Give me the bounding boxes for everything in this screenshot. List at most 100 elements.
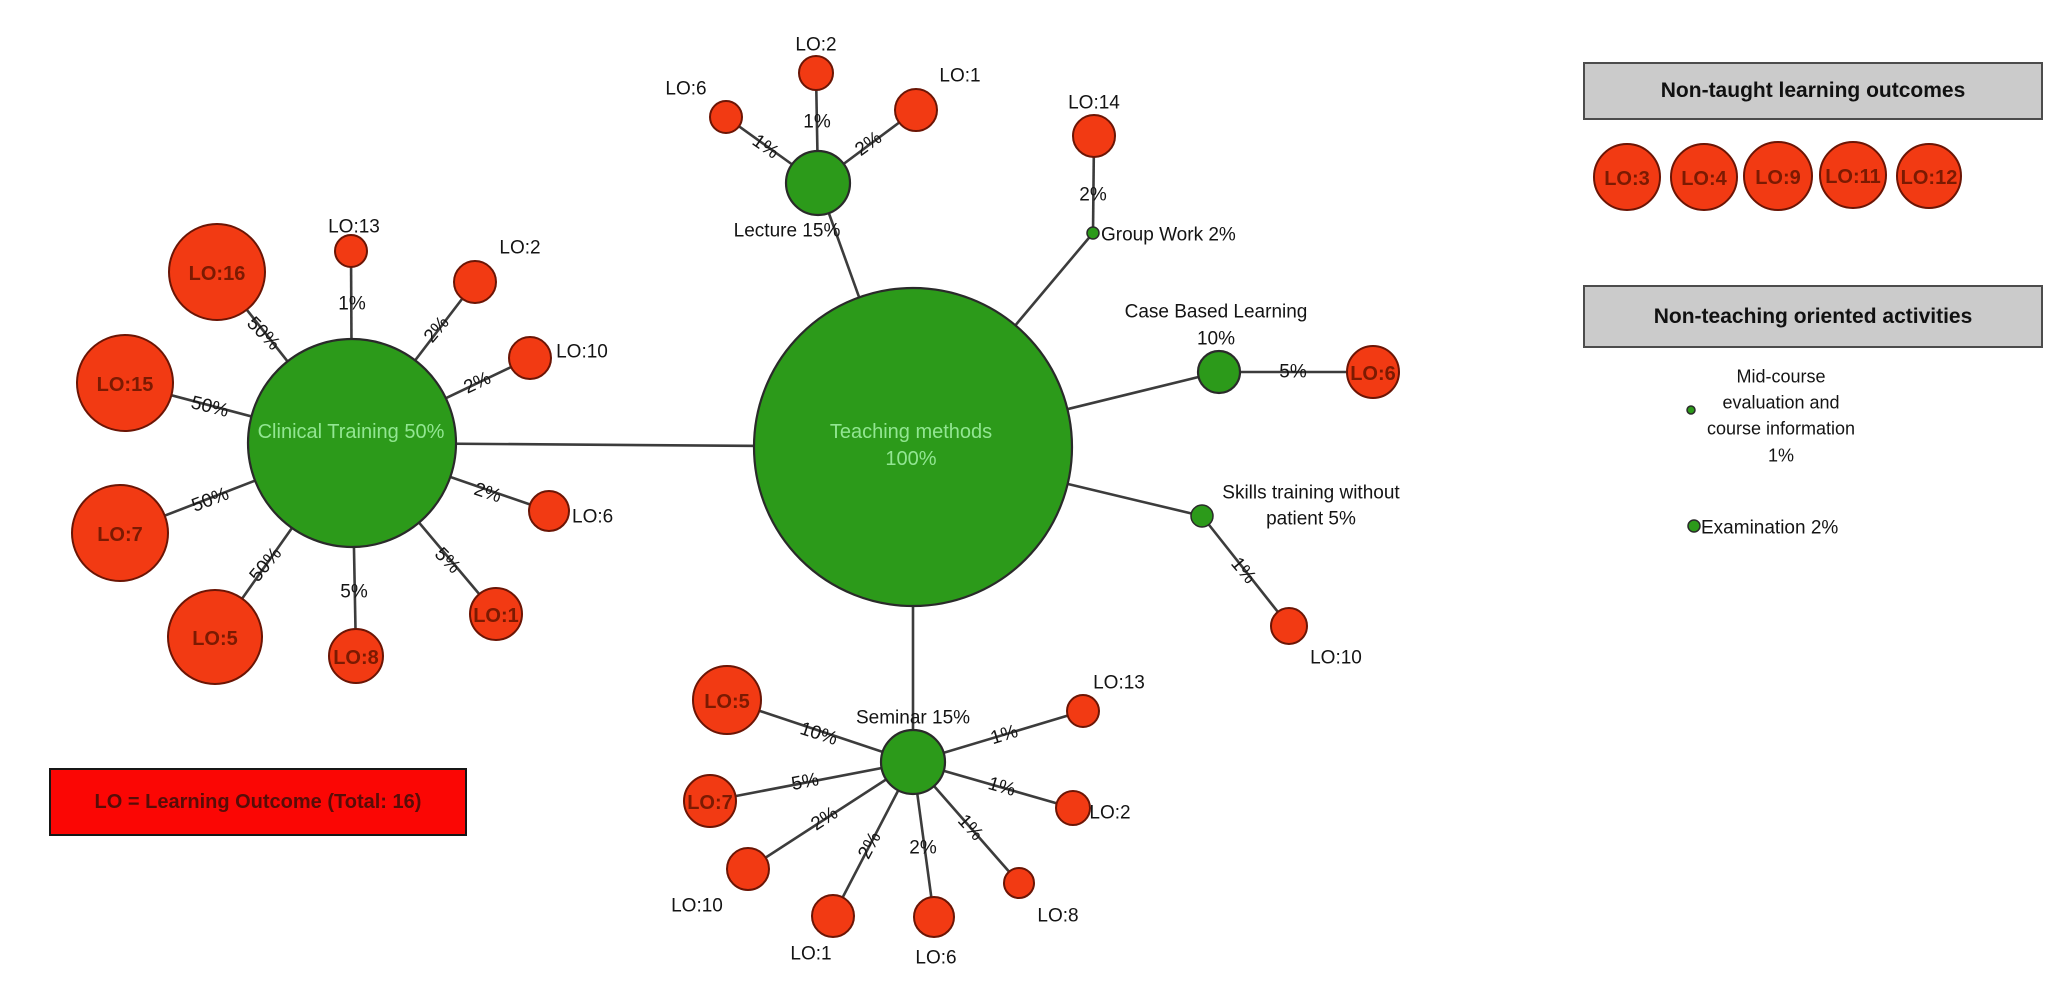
learning-outcome-node-s-lo5 — [692, 665, 762, 735]
learning-outcome-node-sk-lo10 — [1270, 607, 1308, 645]
legend-non-teaching-title: Non-teaching oriented activities — [1653, 304, 1973, 328]
text-casebased-title-2: 10% — [1197, 329, 1235, 350]
text-pct-s-lo13: 1% — [988, 721, 1021, 749]
text-skills-title-1: Skills training without — [1222, 483, 1400, 504]
learning-outcome-node-c-lo7 — [71, 484, 169, 582]
legend-non-taught-title: Non-taught learning outcomes — [1660, 79, 1966, 102]
method-node-clinical-training — [246, 337, 458, 549]
learning-outcome-node-c-lo1 — [469, 587, 523, 641]
text-label-s-lo6: LO:6 — [915, 948, 956, 969]
text-pct-c-lo7: 50% — [189, 483, 232, 516]
learning-outcome-node-c-lo6 — [528, 490, 570, 532]
text-in-lo5: LO:5 — [192, 628, 238, 650]
text-in-lo7: LO:7 — [97, 524, 143, 546]
text-groupwork-title: Group Work 2% — [1101, 225, 1236, 246]
activity-dot-midcourse-dot — [1686, 405, 1696, 415]
text-in-lo16: LO:16 — [189, 263, 246, 285]
learning-outcome-node-l-lo1 — [894, 88, 938, 132]
text-midcourse-4: 1% — [1768, 445, 1794, 465]
learning-outcome-node-leg-lo12 — [1896, 143, 1962, 209]
text-in-s-lo5: LO:5 — [704, 691, 750, 713]
text-lecture-title: Lecture 15% — [734, 221, 841, 242]
text-label-s-lo1: LO:1 — [790, 944, 831, 965]
method-node-case-based-learning — [1196, 349, 1242, 395]
text-label-s-lo8: LO:8 — [1037, 906, 1078, 927]
legend-non-taught-box: Non-taught learning outcomes — [1583, 62, 2043, 120]
text-pct-c-lo8: 5% — [340, 582, 368, 603]
learning-outcome-node-leg-lo3 — [1593, 143, 1661, 211]
text-tm-title-2: 100% — [885, 448, 936, 470]
text-in-lo1: LO:1 — [473, 605, 519, 627]
method-node-teaching-methods — [752, 286, 1074, 608]
text-label-l-lo2: LO:2 — [795, 35, 836, 56]
learning-outcome-node-leg-lo4 — [1670, 143, 1738, 211]
learning-outcome-node-c-lo15 — [76, 334, 174, 432]
edge-skills-lo10 — [1200, 515, 1291, 627]
text-label-s-lo13: LO:13 — [1093, 673, 1145, 694]
text-pct-s-lo1: 2% — [854, 828, 885, 862]
learning-outcome-node-c-lo5 — [167, 589, 263, 685]
learning-outcome-node-c-lo13 — [334, 234, 368, 268]
text-label-l-lo6: LO:6 — [665, 79, 706, 100]
lo-note-box: LO = Learning Outcome (Total: 16) — [49, 768, 467, 836]
text-pct-l-lo2: 1% — [803, 112, 831, 133]
learning-outcome-node-s-lo6 — [913, 896, 955, 938]
text-pct-c-lo13: 1% — [338, 294, 366, 315]
learning-outcome-node-c-lo8 — [328, 628, 384, 684]
text-label-s-lo10: LO:10 — [671, 896, 723, 917]
learning-outcome-node-s-lo2 — [1055, 790, 1091, 826]
activity-dot-examination-dot — [1687, 519, 1701, 533]
text-in-lo15: LO:15 — [97, 374, 154, 396]
text-pct-c-lo10: 2% — [461, 368, 495, 399]
text-in-s-lo7: LO:7 — [687, 792, 733, 814]
learning-outcome-node-c-lo2 — [453, 260, 497, 304]
text-in-leg-lo9: LO:9 — [1755, 167, 1801, 189]
learning-outcome-node-s-lo13 — [1066, 694, 1100, 728]
text-pct-c-lo1: 5% — [430, 544, 464, 578]
learning-outcome-node-cb-lo6 — [1346, 345, 1400, 399]
text-midcourse-2: evaluation and — [1722, 392, 1839, 412]
text-pct-g-lo14: 2% — [1079, 185, 1107, 206]
text-seminar-title: Seminar 15% — [856, 708, 970, 729]
text-clinical-title: Clinical Training 50% — [258, 421, 445, 443]
text-label-c-lo2: LO:2 — [499, 238, 540, 259]
learning-outcome-node-s-lo8 — [1003, 867, 1035, 899]
text-pct-c-lo15: 50% — [189, 392, 231, 422]
learning-outcome-node-l-lo6 — [709, 100, 743, 134]
text-label-c-lo13: LO:13 — [328, 217, 380, 238]
text-midcourse-1: Mid-course — [1736, 366, 1825, 386]
text-pct-s-lo2: 1% — [986, 773, 1018, 801]
text-label-c-lo6: LO:6 — [572, 507, 613, 528]
learning-outcome-node-leg-lo11 — [1819, 141, 1887, 209]
learning-outcome-node-c-lo10 — [508, 336, 552, 380]
learning-outcome-node-c-lo16 — [168, 223, 266, 321]
text-label-l-lo1: LO:1 — [939, 66, 980, 87]
text-pct-s-lo6: 2% — [909, 838, 937, 859]
text-pct-c-lo5: 50% — [246, 543, 287, 586]
learning-outcome-node-leg-lo9 — [1743, 141, 1813, 211]
text-label-s-lo2: LO:2 — [1089, 803, 1130, 824]
learning-outcome-node-s-lo1 — [811, 894, 855, 938]
text-pct-c-lo6: 2% — [471, 479, 504, 507]
text-in-leg-lo12: LO:12 — [1901, 167, 1958, 189]
lo-note-text: LO = Learning Outcome (Total: 16) — [94, 790, 422, 813]
text-label-g-lo14: LO:14 — [1068, 93, 1120, 114]
text-tm-title-1: Teaching methods — [830, 421, 992, 443]
text-in-leg-lo4: LO:4 — [1681, 168, 1727, 190]
text-in-lo8: LO:8 — [333, 647, 379, 669]
learning-outcome-node-s-lo7 — [683, 774, 737, 828]
learning-outcome-node-g-lo14 — [1072, 114, 1116, 158]
text-pct-s-lo7: 5% — [790, 769, 821, 795]
text-examination: Examination 2% — [1701, 518, 1838, 539]
text-in-leg-lo11: LO:11 — [1825, 166, 1881, 188]
learning-outcome-node-l-lo2 — [798, 55, 834, 91]
edge-seminar-lo7 — [709, 760, 914, 803]
text-midcourse-3: course information — [1707, 418, 1855, 438]
text-pct-s-lo10: 2% — [807, 803, 842, 836]
text-in-cb-lo6: LO:6 — [1350, 363, 1396, 385]
text-label-sk-lo10: LO:10 — [1310, 648, 1362, 669]
activity-dot-skills-training — [1190, 504, 1214, 528]
text-in-leg-lo3: LO:3 — [1604, 168, 1650, 190]
